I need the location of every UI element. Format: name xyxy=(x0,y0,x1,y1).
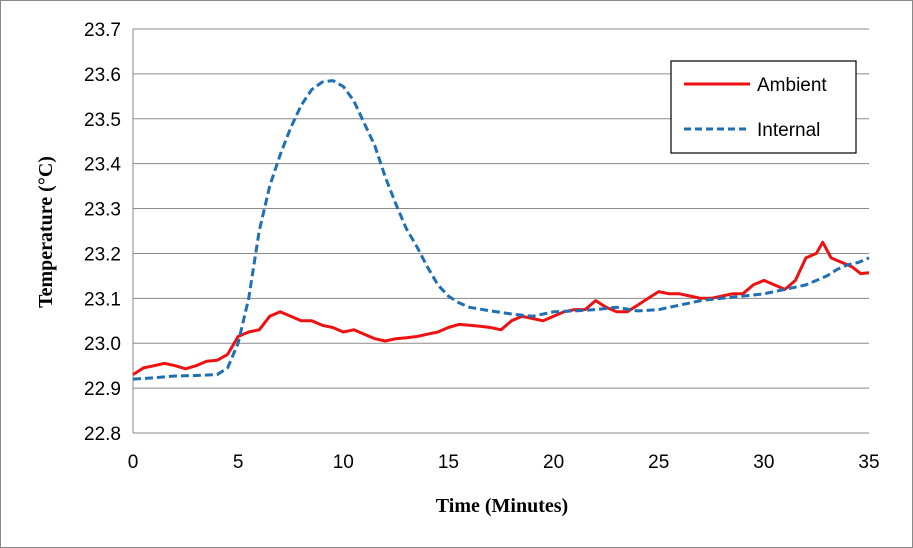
y-tick-label: 23.2 xyxy=(84,244,121,265)
axes xyxy=(132,29,869,434)
y-tick-label: 23.0 xyxy=(84,334,121,355)
y-tick-labels: 22.8 22.9 23.0 23.1 23.2 23.3 23.4 23.5 23.6 23.7 xyxy=(84,20,121,445)
legend-label-ambient: Ambient xyxy=(757,75,827,96)
x-tick-label: 10 xyxy=(333,452,354,473)
x-tick-label: 20 xyxy=(543,452,564,473)
series-line-internal xyxy=(132,79,870,381)
legend-box xyxy=(670,60,857,154)
y-tick-label: 23.7 xyxy=(84,20,121,41)
y-tick-label: 23.3 xyxy=(84,200,121,221)
y-axis-title: Temperature (°C) xyxy=(35,156,57,308)
x-tick-labels: 0 5 10 15 20 25 30 35 xyxy=(128,452,880,473)
x-tick-label: 35 xyxy=(858,452,879,473)
x-tick-label: 0 xyxy=(128,452,139,473)
legend-label-internal: Internal xyxy=(757,120,820,141)
x-tick-label: 15 xyxy=(438,452,459,473)
x-axis-title: Time (Minutes) xyxy=(436,495,568,517)
y-tick-label: 22.8 xyxy=(84,424,121,445)
series-lines xyxy=(132,79,870,381)
y-tick-label: 23.6 xyxy=(84,65,121,86)
series-line-ambient xyxy=(132,240,870,376)
y-tick-label: 22.9 xyxy=(84,379,121,400)
y-tick-label: 23.1 xyxy=(84,289,121,310)
x-tick-label: 30 xyxy=(753,452,774,473)
legend: Ambient Internal xyxy=(670,60,857,154)
x-tick-label: 5 xyxy=(233,452,244,473)
y-tick-label: 23.4 xyxy=(84,155,121,176)
x-tick-label: 25 xyxy=(648,452,669,473)
y-tick-label: 23.5 xyxy=(84,110,121,131)
